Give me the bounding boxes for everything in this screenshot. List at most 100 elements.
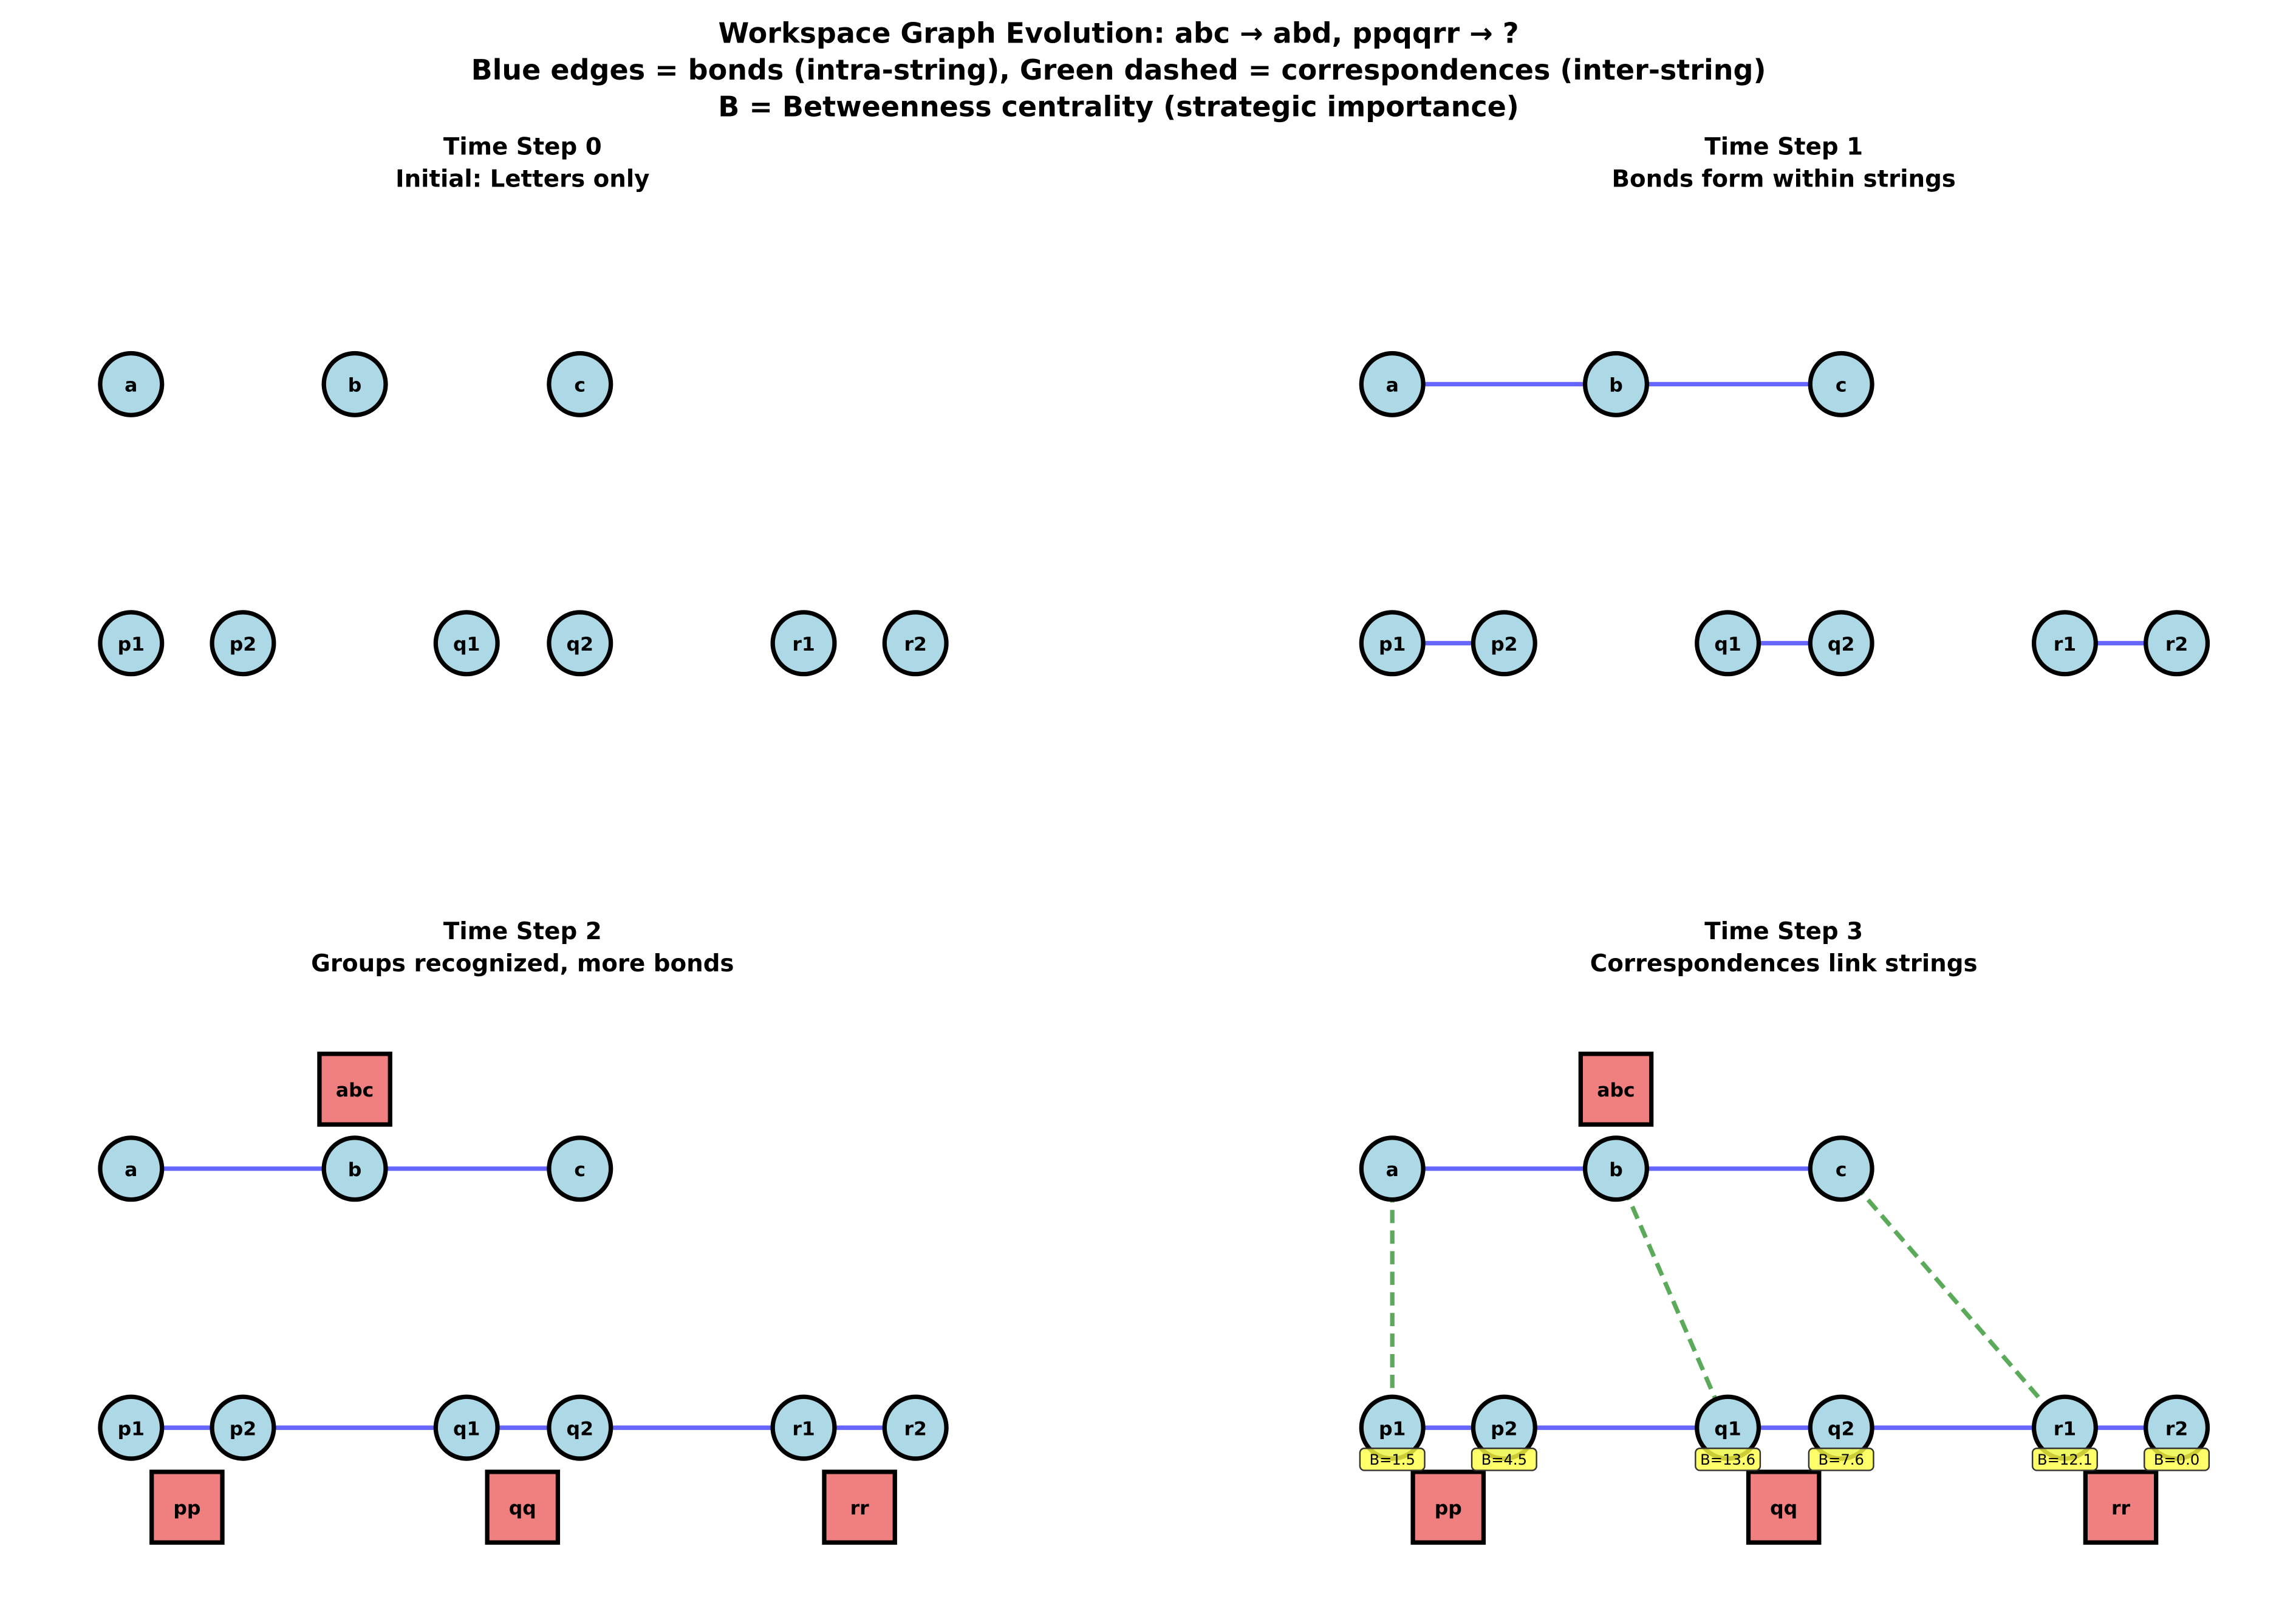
node-label: c (574, 1159, 586, 1181)
node-circle (210, 1394, 276, 1461)
group-box (149, 1470, 225, 1545)
node-circle (770, 610, 837, 677)
group-label: abc (336, 1080, 374, 1101)
letter-node-q2: q2 (547, 1394, 613, 1461)
letter-node-p1: p1 (1359, 1394, 1426, 1461)
betweenness-badge (1359, 1447, 1426, 1471)
letter-node-b: b (1582, 1135, 1649, 1202)
letter-node-r2: r2 (882, 610, 949, 677)
figure-title-line-2: Blue edges = bonds (intra-string), Green… (471, 53, 1766, 86)
betweenness-badge (1471, 1447, 1537, 1471)
group-label: rr (850, 1497, 870, 1519)
node-circle (433, 610, 500, 677)
letter-node-q2: q2 (547, 610, 613, 677)
group-label: pp (173, 1497, 200, 1519)
betweenness-value: B=0.0 (2154, 1451, 2199, 1468)
group-label: rr (2111, 1497, 2131, 1519)
node-label: q1 (1714, 1418, 1741, 1440)
node-circle (433, 1394, 500, 1461)
betweenness-badge (2031, 1447, 2098, 1471)
letter-node-p1: p1 (1359, 610, 1426, 677)
letter-node-r1: r1 (2031, 610, 2098, 677)
group-box (317, 1052, 392, 1127)
node-label: q1 (453, 634, 480, 655)
betweenness-badge (1808, 1447, 1874, 1471)
letter-node-q2: q2 (1808, 610, 1874, 677)
panel-title: Time Step 3 (1704, 918, 1863, 945)
letter-node-b: b (321, 351, 388, 417)
letter-node-p2: p2 (210, 610, 276, 677)
panel-title: Time Step 1 (1704, 133, 1863, 160)
node-circle (1359, 1135, 1426, 1202)
node-label: p1 (118, 634, 145, 655)
node-label: c (574, 374, 586, 396)
figure-title-line-3: B = Betweenness centrality (strategic im… (718, 90, 1519, 123)
figure-title-line-1: Workspace Graph Evolution: abc → abd, pp… (719, 16, 1519, 49)
node-label: r1 (2054, 634, 2076, 655)
node-label: a (125, 374, 137, 396)
betweenness-value: B=13.6 (1700, 1451, 1755, 1468)
node-circle (547, 610, 613, 677)
node-circle (98, 1394, 165, 1461)
group-node-rr: rr (822, 1470, 897, 1545)
correspondence-edge-b-q1 (1614, 1168, 1730, 1429)
node-label: r2 (904, 634, 926, 655)
letter-node-p1: p1 (98, 1394, 165, 1461)
node-label: r1 (792, 634, 815, 655)
node-label: b (348, 374, 362, 396)
node-label: r2 (2165, 1418, 2188, 1440)
node-circle (98, 1135, 165, 1202)
betweenness-label-p1: B=1.5 (1359, 1447, 1426, 1471)
letter-node-a: a (1359, 351, 1426, 417)
node-label: r1 (792, 1418, 815, 1440)
betweenness-value: B=4.5 (1481, 1451, 1527, 1468)
node-circle (321, 1135, 388, 1202)
node-label: b (1609, 1159, 1623, 1181)
letter-node-p2: p2 (210, 1394, 276, 1461)
betweenness-value: B=12.1 (2037, 1451, 2093, 1468)
node-label: c (1836, 374, 1847, 396)
betweenness-label-r1: B=12.1 (2031, 1447, 2098, 1471)
letter-node-p2: p2 (1471, 1394, 1537, 1461)
group-label: pp (1435, 1497, 1462, 1519)
node-label: p1 (1379, 1418, 1406, 1440)
node-label: q1 (453, 1418, 480, 1440)
betweenness-label-p2: B=4.5 (1471, 1447, 1537, 1471)
group-node-qq: qq (1746, 1470, 1822, 1545)
letter-node-r1: r1 (770, 610, 837, 677)
node-label: q2 (1828, 1418, 1854, 1440)
node-circle (1808, 1135, 1874, 1202)
betweenness-label-r2: B=0.0 (2144, 1447, 2210, 1471)
node-label: p2 (230, 634, 256, 655)
group-label: qq (1770, 1497, 1797, 1519)
panel-subtitle: Correspondences link strings (1590, 950, 1978, 977)
group-node-pp: pp (149, 1470, 225, 1545)
betweenness-label-q2: B=7.6 (1808, 1447, 1874, 1471)
group-box (822, 1470, 897, 1545)
node-label: b (1609, 374, 1623, 396)
node-label: a (1386, 374, 1399, 396)
letter-node-r2: r2 (882, 1394, 949, 1461)
group-node-rr: rr (2083, 1470, 2159, 1545)
node-label: r1 (2054, 1418, 2076, 1440)
node-circle (547, 351, 613, 417)
betweenness-label-q1: B=13.6 (1695, 1447, 1761, 1471)
group-box (1410, 1470, 1486, 1545)
group-node-qq: qq (485, 1470, 561, 1545)
node-label: r2 (904, 1418, 926, 1440)
letter-node-a: a (1359, 1135, 1426, 1202)
correspondence-edge-c-r1 (1839, 1167, 2067, 1429)
node-circle (210, 610, 276, 677)
node-label: q2 (567, 1418, 593, 1440)
letter-node-a: a (98, 1135, 165, 1202)
letter-node-c: c (1808, 1135, 1874, 1202)
node-label: a (125, 1159, 137, 1181)
letter-node-q1: q1 (1695, 610, 1761, 677)
node-label: p2 (230, 1418, 256, 1440)
node-circle (1808, 351, 1874, 417)
panel-subtitle: Initial: Letters only (395, 166, 649, 193)
group-node-abc: abc (317, 1052, 392, 1127)
group-box (2083, 1470, 2159, 1545)
node-label: p2 (1491, 634, 1517, 655)
